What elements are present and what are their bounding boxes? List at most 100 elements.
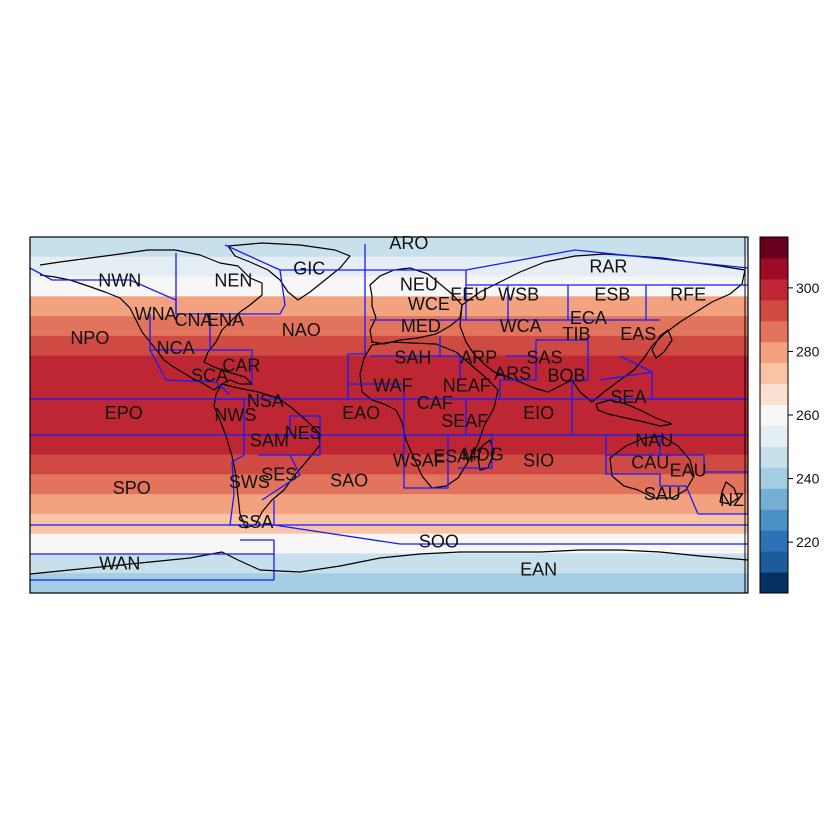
- temperature-field: [30, 237, 748, 593]
- region-label-npo: NPO: [70, 328, 109, 348]
- region-label-gic: GIC: [293, 259, 325, 279]
- region-label-neaf: NEAF: [443, 375, 491, 395]
- region-label-nen: NEN: [214, 271, 252, 291]
- field-band-1: [30, 256, 748, 278]
- field-band-12: [30, 474, 748, 495]
- colorbar-swatches: [760, 237, 788, 594]
- coast-north-america: [39, 249, 263, 391]
- colorbar-swatch-1: [760, 551, 788, 573]
- field-band-0: [30, 237, 748, 258]
- region-label-eas: EAS: [620, 324, 656, 344]
- region-label-sao: SAO: [330, 470, 368, 490]
- region-label-bob: BOB: [547, 365, 585, 385]
- coast-antarctica: [30, 549, 748, 575]
- colorbar-swatch-0: [760, 572, 788, 594]
- region-label-wca: WCA: [500, 316, 542, 336]
- map-frame: [29, 236, 749, 594]
- field-band-14: [30, 513, 748, 535]
- region-label-nca: NCA: [157, 338, 195, 358]
- region-label-nwn: NWN: [98, 271, 141, 291]
- region-label-neu: NEU: [400, 274, 438, 294]
- colorbar-swatch-15: [760, 257, 788, 280]
- region-label-wce: WCE: [408, 294, 450, 314]
- field-band-17: [30, 573, 748, 593]
- region-label-epo: EPO: [105, 403, 143, 423]
- coastlines: [30, 242, 748, 575]
- colorbar-swatch-9: [760, 383, 788, 406]
- colorbar-swatch-5: [760, 467, 788, 489]
- region-label-eeu: EEU: [450, 284, 487, 304]
- region-label-sas: SAS: [527, 348, 563, 368]
- region-label-nau: NAU: [635, 431, 673, 451]
- colorbar-swatch-12: [760, 320, 788, 343]
- region-label-wsb: WSB: [498, 284, 539, 304]
- colorbar-swatch-13: [760, 299, 788, 322]
- region-label-wsaf: WSAF: [393, 450, 445, 470]
- colorbar-swatch-10: [760, 362, 788, 385]
- region-label-spo: SPO: [113, 478, 151, 498]
- region-label-waf: WAF: [373, 375, 412, 395]
- region-label-nws: NWS: [214, 405, 256, 425]
- colorbar-swatch-14: [760, 278, 788, 301]
- region-label-cna: CNA: [175, 310, 213, 330]
- coast-asia: [459, 253, 746, 403]
- coast-greenland: [227, 242, 351, 301]
- colorbar-tick-label: 220: [796, 534, 820, 550]
- colorbar-swatch-4: [760, 488, 788, 510]
- field-band-6: [30, 355, 748, 377]
- region-label-ars: ARS: [494, 363, 531, 383]
- region-label-nsa: NSA: [247, 391, 284, 411]
- field-band-13: [30, 494, 748, 515]
- coast-africa: [359, 341, 499, 489]
- colorbar-swatch-16: [760, 237, 788, 259]
- region-label-seaf: SEAF: [441, 411, 488, 431]
- field-band-9: [30, 415, 748, 436]
- region-label-med: MED: [401, 316, 441, 336]
- region-label-esb: ESB: [594, 284, 630, 304]
- coast-japan: [651, 329, 673, 359]
- coast-australia: [609, 435, 695, 499]
- colorbar-swatch-3: [760, 509, 788, 531]
- region-label-sea: SEA: [610, 387, 646, 407]
- coast-new-zealand: [719, 481, 739, 505]
- colorbar-tick-label: 300: [796, 280, 820, 296]
- region-label-sah: SAH: [394, 348, 431, 368]
- region-label-sau: SAU: [644, 484, 681, 504]
- region-label-aro: ARO: [389, 233, 428, 253]
- region-label-rar: RAR: [589, 257, 627, 277]
- colorbar-swatch-2: [760, 530, 788, 552]
- region-label-esaf: ESAF: [433, 447, 480, 467]
- coast-indonesia: [595, 399, 673, 427]
- region-label-wna: WNA: [135, 304, 177, 324]
- region-label-car: CAR: [222, 356, 260, 376]
- region-label-ssa: SSA: [237, 512, 273, 532]
- field-band-11: [30, 454, 748, 475]
- region-label-caf: CAF: [417, 393, 453, 413]
- region-label-nao: NAO: [282, 320, 321, 340]
- region-label-nes: NES: [285, 423, 322, 443]
- region-label-eao: EAO: [342, 403, 380, 423]
- colorbar-tick-label: 260: [796, 407, 820, 423]
- region-label-eca: ECA: [570, 308, 607, 328]
- region-label-tib: TIB: [562, 324, 590, 344]
- colorbar-tick-label: 280: [796, 343, 820, 359]
- region-label-mdg: MDG: [462, 445, 504, 465]
- region-label-cau: CAU: [631, 452, 669, 472]
- region-label-nz: NZ: [720, 490, 744, 510]
- field-band-8: [30, 395, 748, 416]
- colorbar-swatch-6: [760, 446, 788, 468]
- colorbar-swatch-7: [760, 425, 788, 447]
- region-label-sca: SCA: [191, 365, 228, 385]
- colorbar-swatch-8: [760, 404, 788, 426]
- region-label-ses: SES: [261, 464, 297, 484]
- colorbar-tick-label: 240: [796, 471, 820, 487]
- coast-south-america: [213, 383, 321, 529]
- colorbar-ticks: 220 240 260 280 300: [788, 280, 820, 550]
- field-band-10: [30, 434, 748, 456]
- region-label-eio: EIO: [523, 403, 554, 423]
- region-label-sam: SAM: [250, 431, 289, 451]
- region-label-rfe: RFE: [670, 284, 706, 304]
- map-panel: [30, 237, 748, 593]
